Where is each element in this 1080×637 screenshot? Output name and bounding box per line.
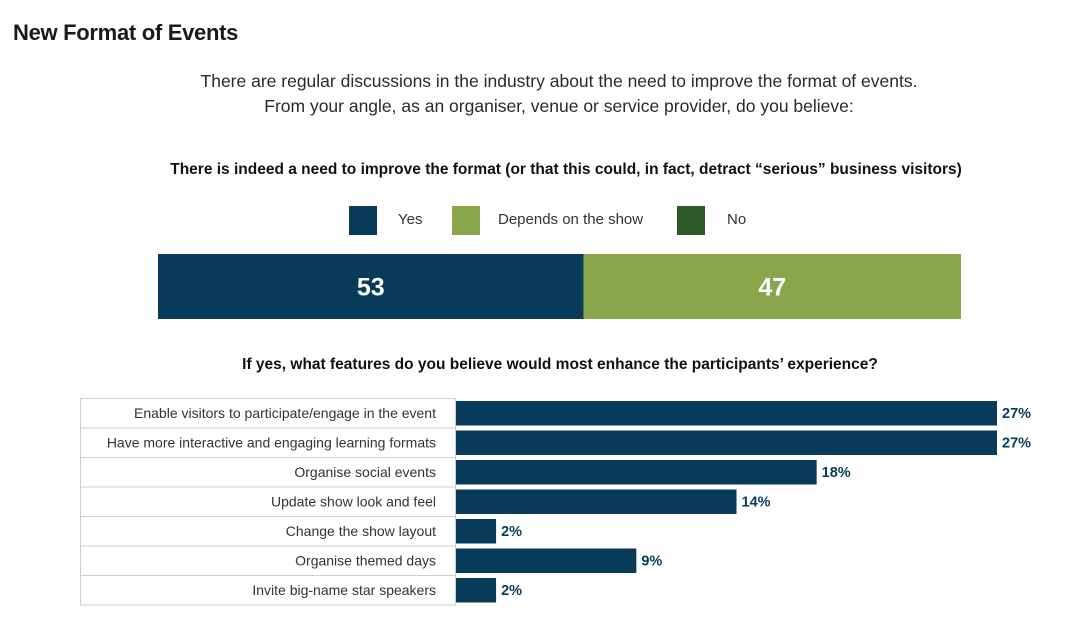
category-label: Organise themed days bbox=[295, 552, 436, 568]
category-row-cell bbox=[80, 575, 456, 606]
category-row-cell bbox=[80, 486, 456, 517]
feature-value-label: 9% bbox=[641, 553, 662, 569]
category-label: Update show look and feel bbox=[271, 493, 436, 509]
feature-value-label: 27% bbox=[1002, 435, 1031, 451]
category-row-cell bbox=[80, 545, 456, 576]
stacked-chart-title: There is indeed a need to improve the fo… bbox=[170, 161, 962, 178]
category-row-cell bbox=[80, 398, 456, 429]
legend-swatch-depends bbox=[452, 206, 480, 235]
legend-label-yes: Yes bbox=[398, 211, 423, 228]
category-label: Invite big-name star speakers bbox=[252, 582, 436, 598]
feature-bar bbox=[456, 548, 637, 573]
category-row-cell bbox=[80, 457, 456, 488]
intro-text: There are regular discussions in the ind… bbox=[0, 69, 1080, 119]
stacked-segment-depends bbox=[583, 254, 961, 319]
legend-label-no: No bbox=[727, 211, 747, 228]
intro-line-2: From your angle, as an organiser, venue … bbox=[264, 96, 854, 116]
feature-bar bbox=[456, 430, 997, 455]
feature-bar bbox=[456, 489, 737, 514]
legend-swatch-no bbox=[677, 206, 705, 235]
category-label: Enable visitors to participate/engage in… bbox=[134, 405, 436, 421]
features-chart-title: If yes, what features do you believe wou… bbox=[242, 356, 878, 373]
page-title: New Format of Events bbox=[13, 20, 239, 45]
category-label: Organise social events bbox=[294, 464, 436, 480]
intro-line-1: There are regular discussions in the ind… bbox=[200, 71, 918, 91]
stacked-value-label: 53 bbox=[357, 274, 385, 302]
category-row-cell bbox=[80, 516, 456, 547]
feature-value-label: 27% bbox=[1002, 406, 1031, 422]
stacked-segment-yes bbox=[158, 254, 584, 319]
feature-value-label: 2% bbox=[501, 524, 522, 540]
legend-label-depends: Depends on the show bbox=[498, 211, 644, 228]
stacked-value-label: 47 bbox=[758, 274, 786, 302]
feature-value-label: 14% bbox=[742, 494, 771, 510]
category-label: Change the show layout bbox=[286, 523, 436, 539]
feature-bar bbox=[456, 578, 497, 603]
feature-value-label: 18% bbox=[822, 465, 851, 481]
category-label: Have more interactive and engaging learn… bbox=[107, 434, 436, 450]
feature-bar bbox=[456, 401, 997, 426]
category-row-cell bbox=[80, 427, 456, 458]
feature-bar bbox=[456, 519, 497, 544]
legend-swatch-yes bbox=[349, 206, 377, 235]
feature-value-label: 2% bbox=[501, 583, 522, 599]
feature-bar bbox=[456, 460, 817, 485]
